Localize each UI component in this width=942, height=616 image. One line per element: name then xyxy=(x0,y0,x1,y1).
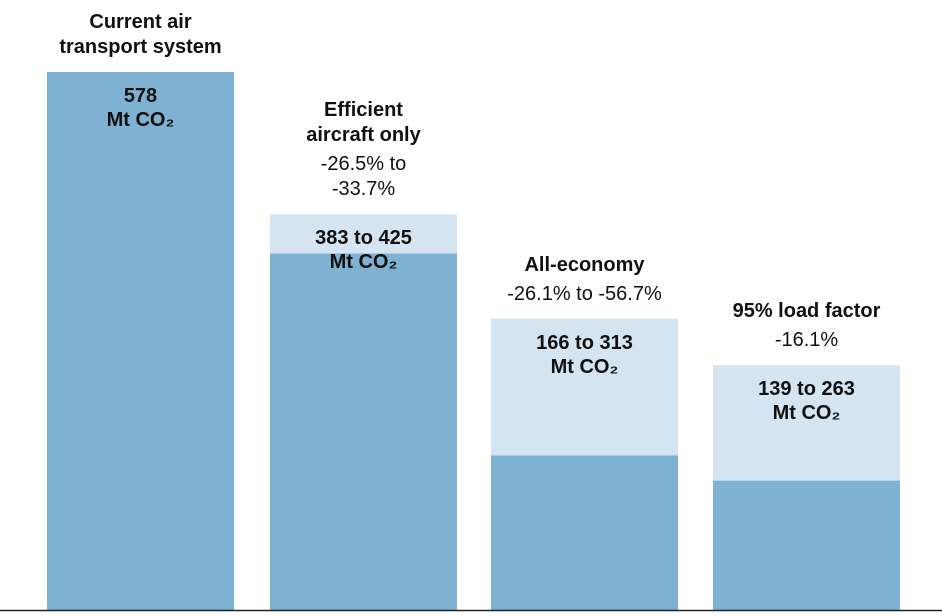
value-label-group: 578 Mt CO₂ xyxy=(47,84,234,132)
unit-label: Mt CO₂ xyxy=(106,109,175,131)
unit-label: Mt CO₂ xyxy=(550,355,619,378)
bar-low xyxy=(47,72,234,610)
bar-low xyxy=(491,455,678,610)
change-label: -26.1% to -56.7% xyxy=(507,282,662,305)
category-label: 95% load factor xyxy=(732,300,881,323)
value-label: 383 to 425 xyxy=(315,227,412,250)
bar-low xyxy=(270,253,457,610)
unit-label: Mt CO₂ xyxy=(329,251,398,274)
category-label-group: 95% load factor -16.1% xyxy=(712,299,902,353)
category-label-group: Current air transport system xyxy=(48,10,233,60)
category-label: Efficient aircraft only xyxy=(306,99,421,147)
category-label-group: Efficient aircraft only -26.5% to -33.7% xyxy=(289,98,439,202)
category-label: All-economy xyxy=(524,253,645,276)
bar-low xyxy=(713,480,900,610)
value-label: 166 to 313 xyxy=(536,331,633,354)
change-label: -16.1% xyxy=(774,329,839,352)
value-label: 578 xyxy=(123,85,158,107)
unit-label: Mt CO₂ xyxy=(772,402,841,425)
bar-high-range xyxy=(491,318,678,456)
value-label-group: 166 to 313 Mt CO₂ xyxy=(491,331,678,379)
value-label-group: 139 to 263 Mt CO₂ xyxy=(713,377,900,425)
change-label: -26.5% to -33.7% xyxy=(320,153,407,201)
value-label: 139 to 263 xyxy=(758,378,855,401)
category-label: Current air transport system xyxy=(59,11,222,58)
bar-high-range xyxy=(270,214,457,254)
value-label-group: 383 to 425 Mt CO₂ xyxy=(270,226,457,274)
category-label-group: All-economy -26.1% to -56.7% xyxy=(490,253,680,307)
bar-high-range xyxy=(713,365,900,481)
